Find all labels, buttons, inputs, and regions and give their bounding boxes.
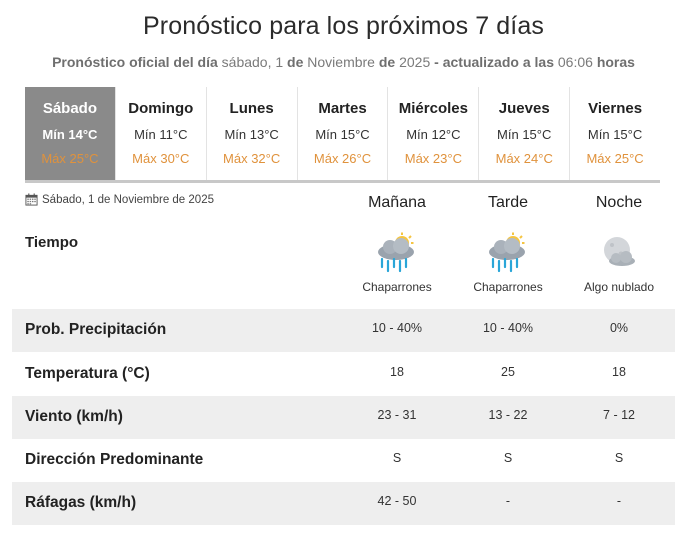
day-max-temp: Máx 23°C bbox=[404, 151, 462, 166]
subtitle-year: 2025 bbox=[399, 54, 431, 70]
day-max-temp: Máx 25°C bbox=[41, 151, 99, 166]
day-tabs-divider bbox=[25, 180, 660, 183]
cell-noche: 18 bbox=[612, 365, 626, 379]
row-label: Viento (km/h) bbox=[25, 408, 123, 425]
subtitle-hours-label: horas bbox=[596, 54, 635, 70]
day-name: Miércoles bbox=[398, 100, 468, 117]
detail-date: Sábado, 1 de Noviembre de 2025 bbox=[25, 193, 214, 206]
day-min-temp: Mín 12°C bbox=[406, 127, 461, 142]
column-header-tarde: Tarde bbox=[487, 194, 529, 211]
subtitle-day: sábado, 1 bbox=[221, 54, 284, 70]
day-tab-viernes[interactable]: Viernes Mín 15°C Máx 25°C bbox=[570, 87, 661, 181]
day-tabs: Sábado Mín 14°C Máx 25°C Domingo Mín 11°… bbox=[25, 87, 661, 181]
day-max-temp: Máx 24°C bbox=[495, 151, 553, 166]
weather-tarde: Chaparrones bbox=[453, 232, 563, 294]
subtitle-month: Noviembre bbox=[307, 54, 375, 70]
cell-manana: 42 - 50 bbox=[377, 494, 417, 508]
cell-manana: 18 bbox=[390, 365, 404, 379]
cell-noche: S bbox=[614, 451, 624, 465]
row-label: Temperatura (°C) bbox=[25, 365, 150, 382]
day-tab-sabado[interactable]: Sábado Mín 14°C Máx 25°C bbox=[25, 87, 116, 181]
cell-tarde: 13 - 22 bbox=[488, 408, 528, 422]
row-prob-precipitacion: Prob. Precipitación 10 - 40% 10 - 40% 0% bbox=[12, 309, 675, 352]
weather-label: Chaparrones bbox=[362, 280, 432, 294]
row-viento: Viento (km/h) 23 - 31 13 - 22 7 - 12 bbox=[12, 396, 675, 439]
day-min-temp: Mín 14°C bbox=[42, 127, 98, 142]
calendar-icon bbox=[25, 193, 38, 206]
day-tab-domingo[interactable]: Domingo Mín 11°C Máx 30°C bbox=[115, 87, 207, 181]
cell-tarde: - bbox=[505, 494, 511, 508]
day-name: Sábado bbox=[42, 100, 98, 117]
cell-tarde: 10 - 40% bbox=[482, 321, 534, 335]
tiempo-label: Tiempo bbox=[25, 234, 79, 251]
row-rafagas: Ráfagas (km/h) 42 - 50 - - bbox=[12, 482, 675, 525]
cell-noche: 0% bbox=[609, 321, 629, 335]
day-min-temp: Mín 11°C bbox=[134, 127, 188, 142]
day-min-temp: Mín 15°C bbox=[587, 127, 643, 142]
day-name: Viernes bbox=[588, 100, 643, 117]
row-direccion: Dirección Predominante S S S bbox=[12, 439, 675, 482]
detail-date-text: Sábado, 1 de Noviembre de 2025 bbox=[42, 193, 214, 206]
column-header-noche: Noche bbox=[595, 194, 643, 211]
subtitle-official-label: Pronóstico oficial del día bbox=[52, 54, 218, 70]
day-name: Lunes bbox=[229, 100, 274, 117]
day-name: Domingo bbox=[128, 100, 194, 117]
cell-tarde: 25 bbox=[501, 365, 515, 379]
cell-manana: 10 - 40% bbox=[371, 321, 423, 335]
row-temperatura: Temperatura (°C) 18 25 18 bbox=[12, 353, 675, 396]
subtitle-time: 06:06 bbox=[557, 54, 593, 70]
day-min-temp: Mín 15°C bbox=[497, 127, 552, 142]
partly-cloudy-night-icon bbox=[604, 237, 635, 266]
cell-manana: 23 - 31 bbox=[377, 408, 417, 422]
cell-manana: S bbox=[392, 451, 402, 465]
page-subtitle: Pronóstico oficial del día sábado, 1 de … bbox=[0, 54, 687, 70]
cell-noche: 7 - 12 bbox=[603, 408, 635, 422]
day-max-temp: Máx 32°C bbox=[223, 151, 281, 166]
subtitle-updated-label: - actualizado a las bbox=[434, 54, 554, 70]
day-tab-miercoles[interactable]: Miércoles Mín 12°C Máx 23°C bbox=[388, 87, 480, 181]
day-min-temp: Mín 15°C bbox=[315, 127, 370, 142]
day-max-temp: Máx 26°C bbox=[313, 151, 372, 166]
day-tab-martes[interactable]: Martes Mín 15°C Máx 26°C bbox=[297, 87, 389, 181]
weather-noche: Algo nublado bbox=[564, 232, 674, 294]
day-name: Jueves bbox=[498, 100, 550, 117]
cell-noche: - bbox=[616, 494, 622, 508]
day-max-temp: Máx 30°C bbox=[132, 151, 190, 166]
subtitle-de-1: de bbox=[287, 54, 304, 70]
weather-label: Algo nublado bbox=[583, 280, 655, 294]
day-tab-jueves[interactable]: Jueves Mín 15°C Máx 24°C bbox=[479, 87, 571, 181]
column-header-manana: Mañana bbox=[368, 194, 426, 211]
page-title: Pronóstico para los próximos 7 días bbox=[143, 12, 544, 40]
row-label: Prob. Precipitación bbox=[25, 321, 167, 338]
subtitle-de-2: de bbox=[378, 54, 396, 70]
showers-icon bbox=[378, 232, 414, 273]
day-max-temp: Máx 25°C bbox=[586, 151, 644, 166]
day-name: Martes bbox=[318, 100, 367, 117]
weather-manana: Chaparrones bbox=[342, 232, 452, 294]
weather-label: Chaparrones bbox=[473, 280, 543, 294]
day-min-temp: Mín 13°C bbox=[224, 127, 279, 142]
showers-icon bbox=[489, 232, 525, 273]
row-label: Dirección Predominante bbox=[25, 451, 204, 468]
day-tab-lunes[interactable]: Lunes Mín 13°C Máx 32°C bbox=[206, 87, 298, 181]
cell-tarde: S bbox=[503, 451, 513, 465]
row-label: Ráfagas (km/h) bbox=[25, 494, 137, 511]
